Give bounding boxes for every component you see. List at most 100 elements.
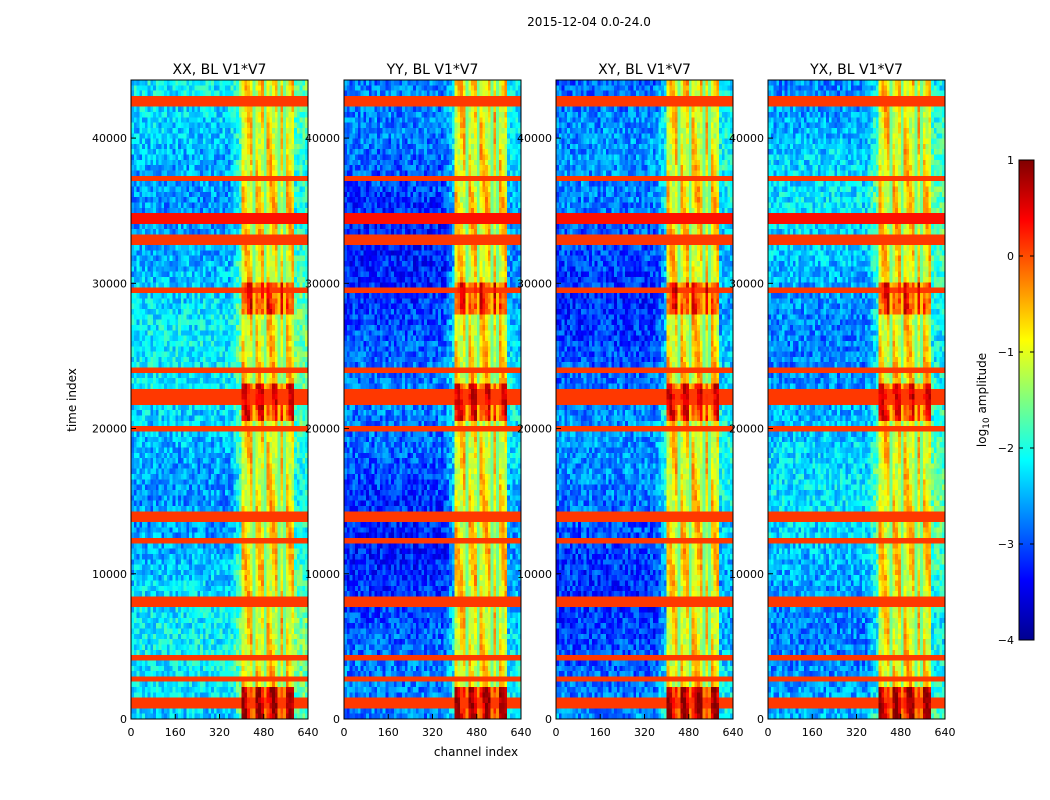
heatmap-cell (302, 171, 305, 177)
heatmap-cell (208, 149, 211, 155)
heatmap-cell (289, 139, 292, 145)
heatmap-cell (156, 171, 159, 177)
heatmap-cell (145, 192, 148, 198)
heatmap-cell (267, 165, 270, 171)
heatmap-cell (214, 123, 217, 129)
heatmap-cell (233, 187, 236, 193)
heatmap-cell (247, 133, 250, 139)
heatmap-cell (206, 85, 209, 91)
heatmap-cell (150, 171, 153, 177)
heatmap-cell (286, 149, 289, 155)
heatmap-cell (200, 133, 203, 139)
heatmap-cell (283, 117, 286, 123)
heatmap-cell (172, 133, 175, 139)
heatmap-cell (220, 165, 223, 171)
heatmap-cell (178, 165, 181, 171)
heatmap-cell (233, 181, 236, 187)
heatmap-cell (233, 101, 236, 107)
heatmap-cell (150, 165, 153, 171)
heatmap-cell (200, 123, 203, 129)
heatmap-cell (142, 96, 145, 102)
heatmap-cell (247, 181, 250, 187)
heatmap-cell (184, 139, 187, 145)
heatmap-cell (258, 107, 261, 113)
heatmap-cell (291, 176, 294, 182)
heatmap-cell (203, 117, 206, 123)
heatmap-cell (244, 155, 247, 161)
heatmap-cell (250, 144, 253, 150)
heatmap-cell (258, 85, 261, 91)
heatmap-cell (197, 91, 200, 97)
heatmap-cell (272, 181, 275, 187)
heatmap-cell (203, 171, 206, 177)
heatmap-cell (264, 181, 267, 187)
heatmap-cell (247, 197, 250, 203)
heatmap-cell (244, 128, 247, 134)
heatmap-cell (250, 160, 253, 166)
heatmap-cell (233, 144, 236, 150)
heatmap-cell (186, 181, 189, 187)
heatmap-cell (161, 123, 164, 129)
heatmap-cell (145, 202, 148, 208)
heatmap-cell (189, 165, 192, 171)
heatmap-cell (195, 80, 198, 86)
heatmap-cell (261, 91, 264, 97)
heatmap-cell (289, 85, 292, 91)
heatmap-cell (233, 91, 236, 97)
heatmap-cell (255, 181, 258, 187)
heatmap-cell (167, 139, 170, 145)
heatmap-cell (228, 144, 231, 150)
heatmap-cell (164, 197, 167, 203)
heatmap-cell (206, 192, 209, 198)
heatmap-cell (145, 144, 148, 150)
heatmap-cell (150, 117, 153, 123)
heatmap-cell (247, 149, 250, 155)
heatmap-cell (167, 123, 170, 129)
heatmap-cell (264, 133, 267, 139)
heatmap-cell (291, 133, 294, 139)
heatmap-cell (220, 192, 223, 198)
heatmap-cell (275, 197, 278, 203)
heatmap-cell (300, 123, 303, 129)
heatmap-cell (214, 128, 217, 134)
heatmap-cell (150, 139, 153, 145)
heatmap-cell (137, 107, 140, 113)
heatmap-cell (189, 123, 192, 129)
heatmap-cell (145, 176, 148, 182)
heatmap-cell (253, 101, 256, 107)
heatmap-cell (253, 128, 256, 134)
heatmap-cell (253, 155, 256, 161)
heatmap-cell (142, 80, 145, 86)
heatmap-cell (159, 155, 162, 161)
heatmap-cell (239, 181, 242, 187)
heatmap-cell (161, 85, 164, 91)
heatmap-cell (148, 149, 151, 155)
heatmap-cell (167, 133, 170, 139)
heatmap-cell (280, 117, 283, 123)
heatmap-cell (217, 171, 220, 177)
heatmap-cell (142, 187, 145, 193)
heatmap-cell (278, 85, 281, 91)
heatmap-cell (242, 123, 245, 129)
heatmap-cell (137, 96, 140, 102)
heatmap-cell (258, 197, 261, 203)
heatmap-cell (289, 165, 292, 171)
heatmap-cell (217, 165, 220, 171)
heatmap-cell (253, 133, 256, 139)
heatmap-cell (220, 197, 223, 203)
heatmap-cell (250, 171, 253, 177)
heatmap-cell (222, 192, 225, 198)
heatmap-cell (148, 85, 151, 91)
heatmap-cell (156, 112, 159, 118)
heatmap-cell (184, 91, 187, 97)
heatmap-cell (228, 85, 231, 91)
heatmap-cell (255, 85, 258, 91)
heatmap-cell (150, 181, 153, 187)
heatmap-cell (142, 155, 145, 161)
heatmap-cell (148, 192, 151, 198)
heatmap-cell (286, 192, 289, 198)
heatmap-cell (170, 176, 173, 182)
heatmap-cell (150, 85, 153, 91)
heatmap-cell (242, 91, 245, 97)
heatmap-cell (289, 181, 292, 187)
